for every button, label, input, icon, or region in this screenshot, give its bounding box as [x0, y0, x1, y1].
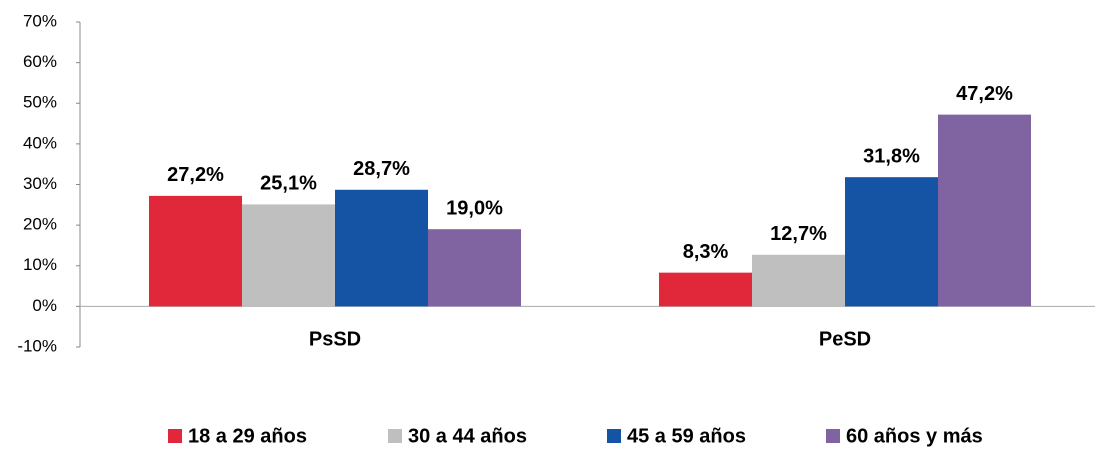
bar [149, 195, 242, 307]
data-label: 19,0% [446, 197, 503, 219]
y-tick-label: 20% [23, 215, 57, 234]
legend-swatch [168, 429, 182, 443]
data-label: 27,2% [167, 164, 224, 186]
bar [659, 272, 752, 307]
legend-label: 18 a 29 años [188, 425, 307, 447]
data-label: 25,1% [260, 173, 317, 195]
legend-swatch [607, 429, 621, 443]
y-tick-label: 70% [23, 11, 57, 30]
legend-swatch [826, 429, 840, 443]
legend-label: 45 a 59 años [627, 425, 746, 447]
bar [335, 189, 428, 307]
y-tick-label: 50% [23, 93, 57, 112]
y-tick-label: 60% [23, 52, 57, 71]
data-label: 12,7% [770, 223, 827, 245]
data-label: 28,7% [353, 158, 410, 180]
data-label: 31,8% [863, 145, 920, 167]
x-tick-label: PeSD [819, 328, 871, 350]
x-tick-label: PsSD [309, 328, 361, 350]
y-tick-label: 40% [23, 133, 57, 152]
bar [938, 114, 1031, 307]
y-tick-label: 10% [23, 255, 57, 274]
bar [845, 177, 938, 307]
legend-label: 30 a 44 años [408, 425, 527, 447]
y-tick-label: 30% [23, 174, 57, 193]
data-label: 8,3% [683, 241, 729, 263]
bar [428, 229, 521, 307]
y-tick-label: -10% [17, 336, 57, 355]
bar [752, 254, 845, 307]
y-tick-label: 0% [32, 296, 57, 315]
legend-label: 60 años y más [846, 425, 983, 447]
data-label: 47,2% [956, 83, 1013, 105]
bar [242, 204, 335, 307]
legend-swatch [388, 429, 402, 443]
